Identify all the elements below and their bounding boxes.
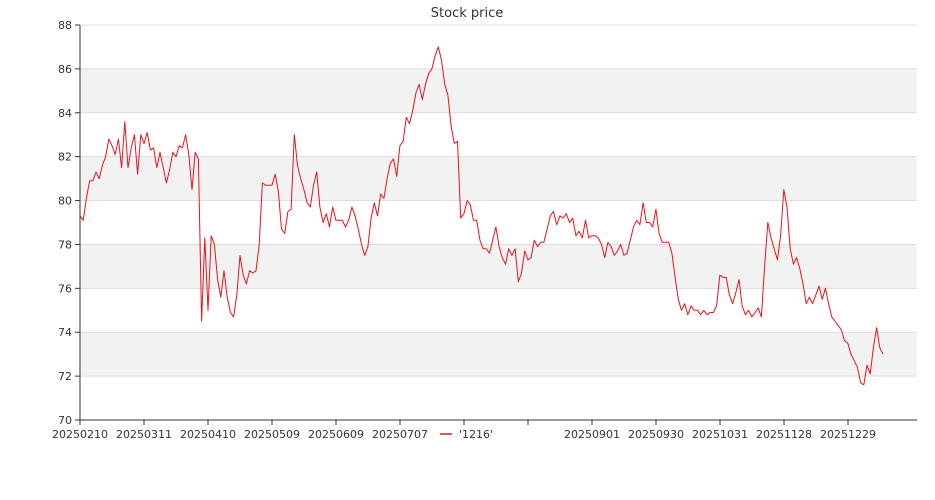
y-axis-ticks: 70 72 74 76 78 80 82 84 86 88: [58, 19, 80, 427]
axes: [79, 25, 917, 421]
y-tick-label: 74: [58, 326, 72, 339]
x-tick-label: 20251229: [820, 428, 876, 441]
grid-band: [80, 156, 917, 201]
chart-title: Stock price: [431, 6, 503, 21]
y-tick-label: 84: [58, 107, 72, 120]
y-tick-label: 80: [58, 195, 72, 208]
x-tick-label: 20250210: [52, 428, 108, 441]
y-tick-label: 78: [58, 238, 72, 251]
y-tick-label: 76: [58, 282, 72, 295]
y-tick-label: 82: [58, 151, 72, 164]
y-tick-label: 72: [58, 370, 72, 383]
series-line: [79, 46, 884, 386]
grid-band: [80, 68, 917, 113]
x-tick-label: 20250930: [628, 428, 684, 441]
y-tick-label: 70: [58, 414, 72, 427]
grid-band: [80, 332, 917, 377]
grid-band: [80, 244, 917, 289]
x-tick-label: 20250901: [564, 428, 620, 441]
x-tick-label: 20250509: [244, 428, 300, 441]
x-tick-label: 20250707: [372, 428, 428, 441]
y-tick-label: 86: [58, 63, 72, 76]
legend-label: '1216': [459, 428, 493, 441]
x-tick-label: 20250410: [180, 428, 236, 441]
x-tick-label: 20250311: [116, 428, 172, 441]
x-tick-label: 20250609: [308, 428, 364, 441]
x-tick-label: 20251031: [692, 428, 748, 441]
grid-bands: [80, 68, 917, 377]
legend-background: [432, 426, 498, 442]
series-layer: [79, 46, 884, 386]
y-tick-label: 88: [58, 19, 72, 32]
x-axis-ticks: 20250210 20250311 20250410 20250509 20250609…: [52, 420, 876, 441]
legend[interactable]: '1216': [432, 426, 498, 442]
x-tick-label: 20251128: [756, 428, 812, 441]
